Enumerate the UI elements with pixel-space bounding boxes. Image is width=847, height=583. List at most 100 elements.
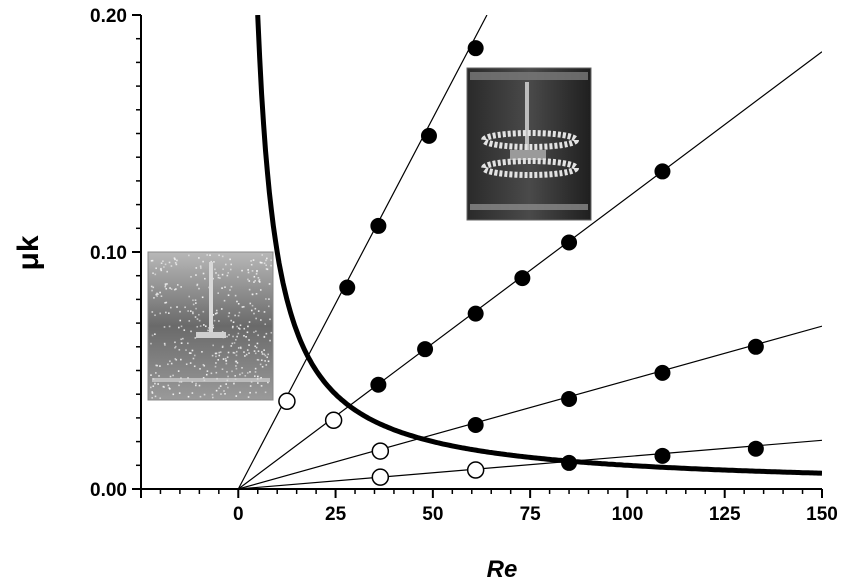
particle-speck <box>227 351 230 354</box>
particle-speck <box>264 323 267 326</box>
particle-speck <box>265 264 267 267</box>
particle-speck <box>215 362 217 364</box>
particle-speck <box>265 332 268 335</box>
filled-point-series-2 <box>467 305 484 322</box>
particle-speck <box>253 275 256 278</box>
particle-speck <box>222 358 225 360</box>
filled-point-series-1 <box>420 127 437 144</box>
particle-speck <box>259 261 262 264</box>
particle-speck <box>160 295 163 298</box>
particle-speck <box>256 270 258 273</box>
particle-speck <box>235 354 238 357</box>
upper-particle-ring <box>481 130 579 150</box>
particle-speck <box>159 312 162 315</box>
particle-speck <box>179 310 181 313</box>
particle-speck <box>269 339 271 342</box>
particle-speck <box>228 334 230 336</box>
particle-speck <box>196 283 199 286</box>
particle-speck <box>235 350 238 353</box>
particle-speck <box>235 365 237 367</box>
particle-speck <box>257 310 260 312</box>
particle-speck <box>251 270 254 272</box>
particle-speck <box>257 276 260 279</box>
particle-speck <box>177 370 180 372</box>
particle-speck <box>254 367 257 370</box>
particle-speck <box>221 287 223 289</box>
y-tick-label: 0.00 <box>90 480 127 501</box>
particle-speck <box>233 342 236 344</box>
particle-speck <box>265 298 267 300</box>
particle-speck <box>234 375 237 377</box>
particle-speck <box>241 306 244 308</box>
particle-speck <box>160 269 163 272</box>
filled-point-series-3 <box>747 338 764 355</box>
particle-speck <box>261 254 264 256</box>
filled-point-series-1 <box>370 217 387 234</box>
particle-speck <box>218 354 221 357</box>
particle-speck <box>215 352 218 355</box>
particle-speck <box>212 324 214 327</box>
particle-speck <box>257 334 259 337</box>
particle-speck <box>156 364 158 367</box>
particle-speck <box>249 385 252 387</box>
particle-speck <box>247 269 249 271</box>
particle-speck <box>150 259 153 262</box>
particle-speck <box>250 260 252 262</box>
particle-speck <box>255 292 258 295</box>
particle-speck <box>180 338 182 341</box>
particle-speck <box>256 342 259 345</box>
particle-speck <box>211 396 214 399</box>
particle-speck <box>230 319 232 322</box>
particle-speck <box>152 286 155 289</box>
particle-speck <box>179 319 182 322</box>
particle-speck <box>160 267 162 270</box>
particle-speck <box>172 374 174 377</box>
particle-speck <box>163 342 166 345</box>
particle-speck <box>265 259 267 262</box>
particle-speck <box>195 384 197 387</box>
particle-speck <box>201 351 203 353</box>
particle-speck <box>221 345 224 348</box>
particle-speck <box>175 288 177 290</box>
particle-speck <box>211 354 214 357</box>
filled-point-series-3 <box>561 390 578 407</box>
particle-speck <box>255 346 258 349</box>
particle-speck <box>258 280 260 282</box>
particle-speck <box>260 319 262 321</box>
particle-speck <box>238 328 241 330</box>
particle-speck <box>203 393 206 396</box>
particle-speck <box>169 360 171 363</box>
particle-speck <box>257 375 259 378</box>
particle-speck <box>229 289 231 291</box>
particle-speck <box>180 286 182 288</box>
particle-speck <box>222 268 224 271</box>
particle-speck <box>224 263 227 266</box>
particle-speck <box>158 375 160 377</box>
particle-speck <box>168 325 171 328</box>
particle-speck <box>263 336 266 338</box>
particle-speck <box>168 312 170 314</box>
particle-speck <box>247 271 250 274</box>
particle-speck <box>151 259 154 262</box>
particle-speck <box>165 287 168 290</box>
filled-point-series-3 <box>467 417 484 434</box>
particle-speck <box>174 346 176 349</box>
particle-speck <box>151 397 154 399</box>
particle-speck <box>195 302 197 304</box>
particle-speck <box>225 383 227 385</box>
particle-speck <box>246 349 249 351</box>
particle-speck <box>267 353 270 356</box>
particle-speck <box>173 257 176 259</box>
particle-speck <box>229 258 231 261</box>
particle-speck <box>174 341 176 344</box>
particle-speck <box>198 384 201 387</box>
particle-speck <box>164 263 167 266</box>
particle-speck <box>228 312 231 314</box>
particle-speck <box>237 314 240 317</box>
particle-speck <box>235 360 238 363</box>
particle-speck <box>154 333 156 336</box>
particle-speck <box>150 342 152 345</box>
particle-speck <box>202 310 205 313</box>
particle-speck <box>253 331 255 334</box>
